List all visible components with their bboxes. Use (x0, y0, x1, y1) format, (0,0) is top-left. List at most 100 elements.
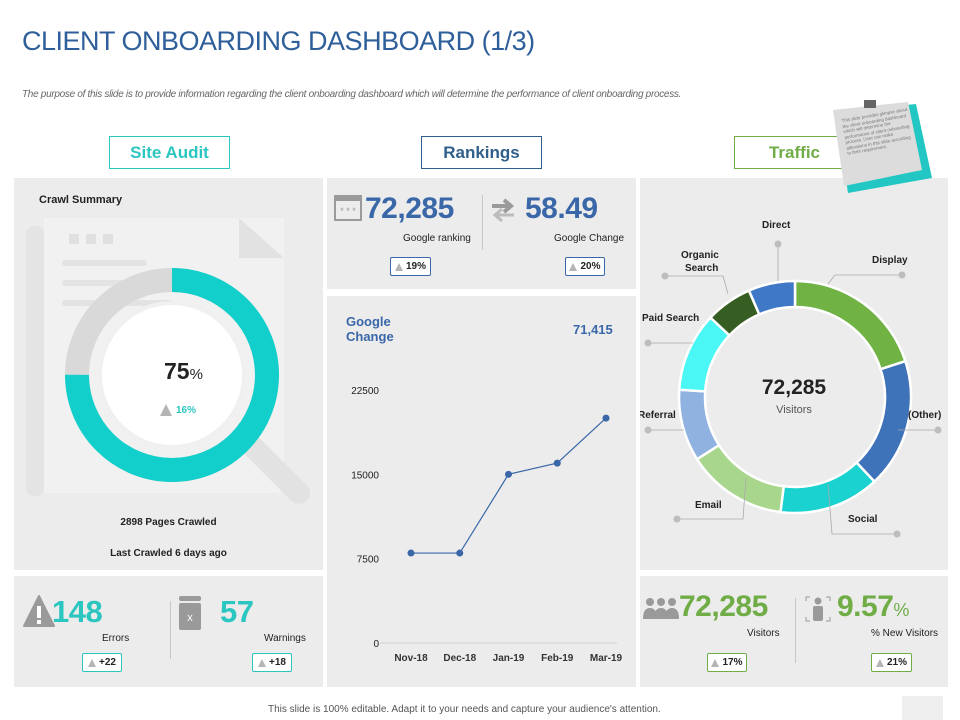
pages-crawled: 2898 Pages Crawled (120, 517, 217, 528)
crawl-percent-sign: % (189, 366, 203, 383)
slice-label: Social (848, 514, 878, 525)
traffic-donut-chart: Display (Other) Social Email Referral Paid Se… (640, 220, 942, 538)
google-change-line-chart: 0 7500 15000 22500 Nov-18 Dec-18 Jan-19 Feb-19 M… (351, 386, 623, 664)
leader-dot (893, 530, 901, 538)
warnings-label: Warnings (264, 633, 306, 644)
x-tick-label: Feb-19 (541, 653, 574, 664)
leader-line (665, 275, 729, 295)
up-triangle-icon (88, 658, 97, 667)
crawl-donut-chart (65, 268, 279, 482)
google-change-badge: 20% (565, 257, 605, 276)
leader-dot (661, 272, 669, 280)
y-tick-label: 7500 (357, 555, 380, 566)
errors-badge: +22 (82, 653, 122, 672)
y-tick-label: 15000 (351, 470, 379, 481)
rankings-button[interactable]: Rankings (421, 136, 542, 169)
up-triangle-icon (160, 404, 172, 416)
warning-icon (23, 595, 55, 627)
leader-line (677, 477, 747, 520)
x-tick-label: Jan-19 (493, 653, 525, 664)
new-visitors-value: 9.57% (837, 590, 909, 623)
leader-dot (673, 515, 681, 523)
swap-arrows-icon (492, 198, 515, 223)
traffic-sources-panel: Display (Other) Social Email Referral Paid Se… (640, 178, 948, 570)
footer-text: This slide is 100% editable. Adapt it to… (268, 704, 661, 715)
x-tick-label: Nov-18 (394, 653, 428, 664)
data-point (407, 549, 415, 557)
slice-label: Organic (681, 250, 719, 261)
up-triangle-icon (711, 658, 720, 667)
slice-label: Paid Search (642, 313, 699, 324)
crawl-percent-value: 75 (164, 358, 190, 384)
svg-text:* * *: * * * (340, 206, 356, 216)
visitors-badge: 17% (707, 653, 747, 672)
up-triangle-icon (394, 262, 403, 271)
warnings-badge: +18 (252, 653, 292, 672)
y-tick-label: 22500 (351, 386, 379, 397)
slice-label: (Other) (908, 410, 941, 421)
google-change-chart-panel: Google Change 71,415 0 7500 15000 22500 Nov-… (327, 296, 636, 687)
up-triangle-icon (875, 658, 884, 667)
page-title: CLIENT ONBOARDING DASHBOARD (1/3) (22, 26, 535, 56)
sticky-note: This slide provides glimpse about the cl… (830, 100, 935, 193)
leader-line (827, 274, 902, 285)
google-ranking-value: 72,285 (365, 192, 454, 225)
donut-slice-direct (747, 279, 797, 317)
crawl-change: 16% (160, 404, 196, 416)
trash-x-icon: x (179, 596, 201, 630)
errors-label: Errors (102, 633, 130, 644)
svg-text:x: x (187, 612, 193, 624)
site-audit-button[interactable]: Site Audit (109, 136, 230, 169)
data-point (456, 549, 464, 557)
warnings-value: 57 (220, 594, 254, 629)
y-tick-label: 0 (373, 639, 379, 650)
divider (795, 598, 796, 663)
google-change-value: 58.49 (525, 192, 598, 225)
leader-dot (644, 339, 652, 347)
traffic-center-value: 72,285 (761, 376, 827, 399)
x-tick-label: Mar-19 (590, 653, 623, 664)
new-visitors-badge: 21% (871, 653, 912, 672)
data-point (602, 414, 610, 422)
line-chart-headline: 71,415 (573, 322, 613, 337)
data-point (553, 459, 561, 467)
crawl-change-value: 16% (176, 404, 197, 416)
donut-slice-referral (677, 388, 721, 461)
slice-label: Display (872, 255, 908, 266)
new-visitors-label: % New Visitors (871, 628, 939, 639)
data-point (505, 470, 512, 478)
last-crawled: Last Crawled 6 days ago (110, 548, 227, 559)
errors-value: 148 (52, 594, 103, 629)
leader-dot (934, 426, 942, 434)
divider (482, 195, 483, 250)
visitors-label: Visitors (747, 628, 780, 639)
leader-dot (774, 240, 782, 248)
divider (170, 601, 171, 659)
traffic-button[interactable]: Traffic (734, 136, 855, 169)
visitors-panel: 72,285 Visitors 17% 9.57% % New Visitors… (640, 576, 948, 687)
up-triangle-icon (569, 262, 578, 271)
crawl-summary-title: Crawl Summary (39, 194, 123, 206)
crawl-summary-panel: Crawl Summary 75% 16% 2898 Pages Crawled… (14, 178, 323, 570)
line-series (411, 417, 607, 554)
slice-label: Referral (640, 410, 676, 421)
google-change-label: Google Change (554, 233, 625, 244)
donut-slice-social (779, 460, 877, 515)
slice-label: Email (695, 500, 722, 511)
slice-label: Direct (762, 220, 791, 231)
leader-dot (644, 426, 652, 434)
leader-dot (898, 271, 906, 279)
google-ranking-badge: 19% (390, 257, 431, 276)
google-ranking-label: Google ranking (403, 233, 471, 244)
line-chart-title: Google Change (346, 314, 394, 344)
traffic-center-label: Visitors (776, 404, 812, 416)
footer-box (902, 696, 943, 720)
rankings-stats-panel: * * * 72,285 Google ranking 19% 58.49 Go… (327, 178, 636, 289)
person-icon (805, 596, 831, 622)
crawl-percent: 75% (164, 358, 203, 385)
donut-slice-display (793, 279, 907, 371)
binder-clip-icon (864, 100, 876, 108)
leader-line (827, 483, 897, 535)
people-icon (643, 598, 679, 619)
up-triangle-icon (258, 658, 267, 667)
